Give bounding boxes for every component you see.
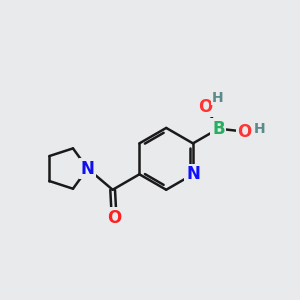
Text: H: H [254, 122, 266, 136]
Text: O: O [237, 123, 251, 141]
Text: H: H [212, 91, 224, 105]
Text: N: N [81, 160, 94, 178]
Text: B: B [212, 120, 225, 138]
Text: O: O [107, 209, 121, 227]
Text: N: N [186, 165, 200, 183]
Text: O: O [198, 98, 212, 116]
